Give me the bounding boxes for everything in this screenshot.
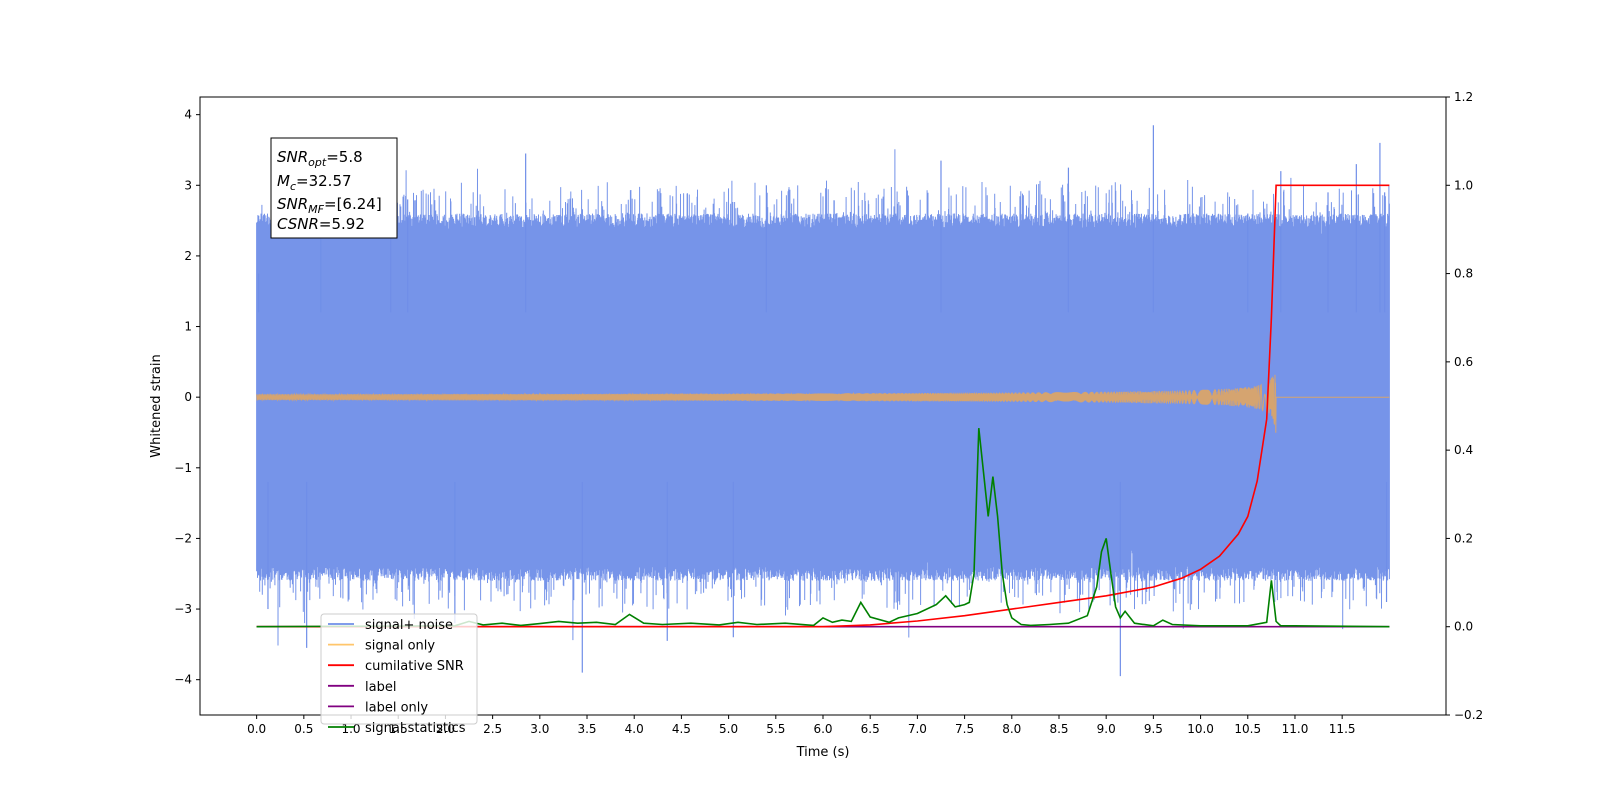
y-axis-ticks: −4 −3 −2 −1 0 1 2 3 4 xyxy=(174,108,200,687)
y2-tick-label: 0.0 xyxy=(1454,620,1473,634)
x-tick-label: 7.0 xyxy=(908,722,927,736)
x-tick-label: 9.5 xyxy=(1144,722,1163,736)
legend-label: signal+ noise xyxy=(365,618,453,633)
signal-noise-series xyxy=(256,125,1390,677)
annotation-csnr: CSNR=5.92 xyxy=(277,215,365,233)
annotation-chirp-mass: Mc=32.57 xyxy=(277,172,352,193)
x-tick-label: 8.5 xyxy=(1049,722,1068,736)
noise-line xyxy=(256,149,1390,646)
x-tick-label: 5.5 xyxy=(766,722,785,736)
signal-only-series xyxy=(256,374,1390,433)
y2-tick-label: 0.8 xyxy=(1454,267,1473,281)
y-tick-label: 3 xyxy=(184,178,192,192)
legend-label: signal statistics xyxy=(365,721,466,736)
y-axis-label: Whitened strain xyxy=(149,354,164,457)
x-axis-label: Time (s) xyxy=(796,745,850,760)
x-tick-label: 11.0 xyxy=(1282,722,1309,736)
x-tick-label: 8.0 xyxy=(1002,722,1021,736)
x-tick-label: 7.5 xyxy=(955,722,974,736)
legend-label: signal only xyxy=(365,639,435,654)
y2-tick-label: 0.2 xyxy=(1454,531,1473,545)
x-tick-label: 5.0 xyxy=(719,722,738,736)
x-tick-label: 11.5 xyxy=(1329,722,1356,736)
x-tick-label: 2.5 xyxy=(483,722,502,736)
cumilative-snr-line xyxy=(256,184,1390,628)
legend-label: cumilative SNR xyxy=(365,659,464,674)
snr-annotation-box: SNRopt=5.8 Mc=32.57 SNRMF=[6.24] CSNR=5.… xyxy=(270,137,398,239)
x-axis-ticks: 0.0 0.5 1.0 1.5 2.0 2.5 3.0 3.5 4.0 4.5 5.0 5.5 6.0 6… xyxy=(247,715,1356,736)
y2-axis-ticks: −0.2 0.0 0.2 0.4 0.6 0.8 1.0 1.2 xyxy=(1446,90,1483,722)
x-tick-label: 10.5 xyxy=(1234,722,1261,736)
x-tick-label: 1.0 xyxy=(341,722,360,736)
x-tick-label: 4.5 xyxy=(672,722,691,736)
x-tick-label: 6.0 xyxy=(813,722,832,736)
x-tick-label: 1.5 xyxy=(389,722,408,736)
y-tick-label: −2 xyxy=(174,531,192,545)
y-tick-label: −1 xyxy=(174,461,192,475)
x-tick-label: 9.0 xyxy=(1097,722,1116,736)
y2-tick-label: 0.4 xyxy=(1454,443,1473,457)
annotation-frame xyxy=(270,137,398,239)
x-tick-label: 0.5 xyxy=(294,722,313,736)
x-tick-label: 0.0 xyxy=(247,722,266,736)
x-tick-label: 3.5 xyxy=(577,722,596,736)
y2-tick-label: −0.2 xyxy=(1454,708,1483,722)
plot-area xyxy=(256,125,1390,677)
legend: signal+ noise signal only cumilative SNR la… xyxy=(320,613,478,736)
y-tick-label: 0 xyxy=(184,390,192,404)
y-tick-label: −4 xyxy=(174,673,192,687)
legend-label: label xyxy=(365,680,396,695)
x-tick-label: 4.0 xyxy=(625,722,644,736)
y-tick-label: 1 xyxy=(184,320,192,334)
annotation-snr-opt: SNRopt=5.8 xyxy=(277,148,363,169)
y2-tick-label: 1.0 xyxy=(1454,178,1473,192)
legend-frame xyxy=(320,613,478,725)
x-tick-label: 6.5 xyxy=(861,722,880,736)
x-tick-label: 3.0 xyxy=(530,722,549,736)
legend-label: label only xyxy=(365,700,428,715)
chirp-line xyxy=(256,374,1390,433)
y-tick-label: 4 xyxy=(184,108,192,122)
y2-tick-label: 0.6 xyxy=(1454,355,1473,369)
x-tick-label: 2.0 xyxy=(436,722,455,736)
annotation-snr-mf: SNRMF=[6.24] xyxy=(277,195,382,216)
y2-tick-label: 1.2 xyxy=(1454,90,1473,104)
x-tick-label: 10.0 xyxy=(1187,722,1214,736)
y-tick-label: 2 xyxy=(184,249,192,263)
y-tick-label: −3 xyxy=(174,602,192,616)
signal-statistics-line xyxy=(256,428,1390,628)
